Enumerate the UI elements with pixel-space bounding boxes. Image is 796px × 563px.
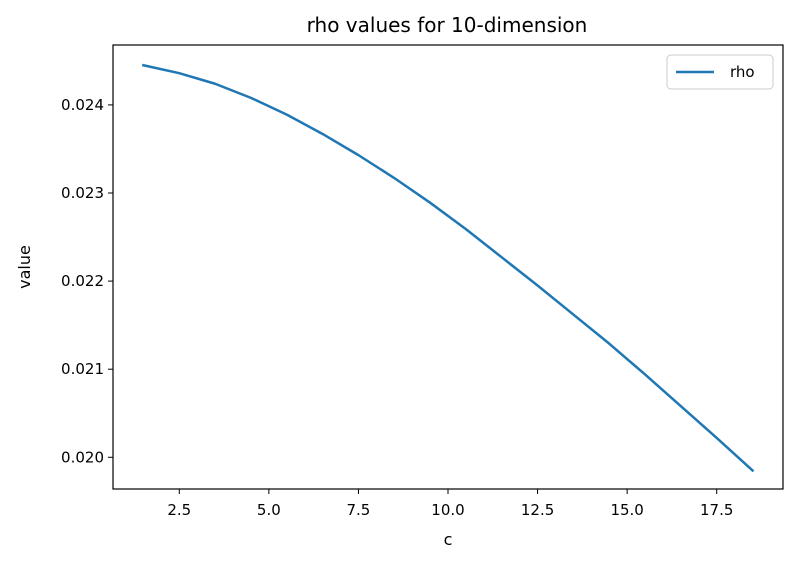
- chart-title: rho values for 10-dimension: [307, 13, 588, 37]
- legend: rho: [666, 54, 774, 90]
- x-tick-label: 15.0: [610, 501, 643, 519]
- x-tick-label: 7.5: [346, 501, 370, 519]
- y-axis: 0.020 0.021 0.022 0.023 0.024: [61, 96, 113, 466]
- y-axis-label: value: [15, 245, 34, 289]
- x-axis: 2.5 5.0 7.5 10.0 12.5 15.0 17.5: [167, 489, 733, 519]
- y-tick-label: 0.023: [61, 184, 104, 202]
- x-tick-label: 12.5: [521, 501, 554, 519]
- y-tick-label: 0.020: [61, 448, 104, 466]
- x-tick-label: 17.5: [700, 501, 733, 519]
- x-tick-label: 10.0: [431, 501, 464, 519]
- series-layer: [141, 63, 755, 473]
- y-tick-label: 0.022: [61, 272, 104, 290]
- legend-label-rho: rho: [730, 63, 755, 81]
- y-tick-label: 0.024: [61, 96, 104, 114]
- x-axis-label: c: [444, 530, 453, 549]
- y-tick-label: 0.021: [61, 360, 104, 378]
- x-tick-label: 5.0: [257, 501, 281, 519]
- legend-box: [666, 54, 774, 90]
- series-line-rho: [141, 63, 755, 473]
- plot-area: [112, 44, 784, 490]
- x-tick-label: 2.5: [167, 501, 191, 519]
